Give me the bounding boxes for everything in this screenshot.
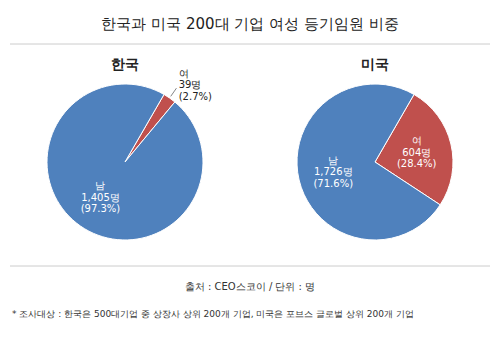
data-label: 남1,726명(71.6%) xyxy=(313,155,353,189)
text-line: 여 xyxy=(412,135,422,146)
pie-title: 미국 xyxy=(361,56,389,72)
text-line: 604명 xyxy=(402,147,431,158)
text-line: * 조사대상 : 한국은 500대기업 중 상장사 상위 200개 기업, 미국… xyxy=(12,309,414,319)
pie-chart: 여604명(28.4%) 남1,726명(71.6%) xyxy=(297,84,453,240)
chart-svg: 한국과 미국 200대 기업 여성 등기임원 비중여39명(2.7%)남1,40… xyxy=(0,0,500,344)
footer-source: 출처 : CEO스코이 / 단위 : 명 xyxy=(185,281,315,292)
footer-note: * 조사대상 : 한국은 500대기업 중 상장사 상위 200개 기업, 미국… xyxy=(12,309,414,319)
slices xyxy=(47,84,203,240)
pie-title: 한국 xyxy=(111,56,139,72)
text-line: 39명 xyxy=(179,79,202,90)
data-label: 남1,405명(97.3%) xyxy=(81,180,121,214)
text-line: (2.7%) xyxy=(179,91,212,102)
text-line: (71.6%) xyxy=(313,178,353,189)
data-label: 여39명(2.7%) xyxy=(179,68,212,102)
footer-rule xyxy=(10,266,490,267)
text-line: 미국 xyxy=(361,56,389,72)
text-line: 출처 : CEO스코이 / 단위 : 명 xyxy=(185,281,315,292)
text-line: (97.3%) xyxy=(81,203,121,214)
pie-slice xyxy=(47,84,203,240)
text-line: 한국과 미국 200대 기업 여성 등기임원 비중 xyxy=(101,15,398,33)
text-line: 여 xyxy=(179,68,189,79)
chart-container: 한국과 미국 200대 기업 여성 등기임원 비중여39명(2.7%)남1,40… xyxy=(0,0,500,344)
text-line: (28.4%) xyxy=(397,158,437,169)
pie-slice xyxy=(297,84,440,240)
data-labels: 여39명(2.7%) 남1,405명(97.3%) xyxy=(81,68,212,214)
title: 한국과 미국 200대 기업 여성 등기임원 비중 xyxy=(101,15,398,33)
leader-line xyxy=(171,88,177,96)
slices xyxy=(297,84,453,240)
data-label: 여604명(28.4%) xyxy=(397,135,437,169)
text-line: 한국 xyxy=(111,56,139,72)
text-line: 남 xyxy=(328,155,338,166)
pie-chart: 여39명(2.7%) 남1,405명(97.3%) xyxy=(47,68,212,240)
text-line: 1,405명 xyxy=(81,192,120,203)
title-rule xyxy=(10,44,490,45)
data-labels: 여604명(28.4%) 남1,726명(71.6%) xyxy=(313,135,436,189)
text-line: 남 xyxy=(95,180,105,191)
text-line: 1,726명 xyxy=(314,166,353,177)
